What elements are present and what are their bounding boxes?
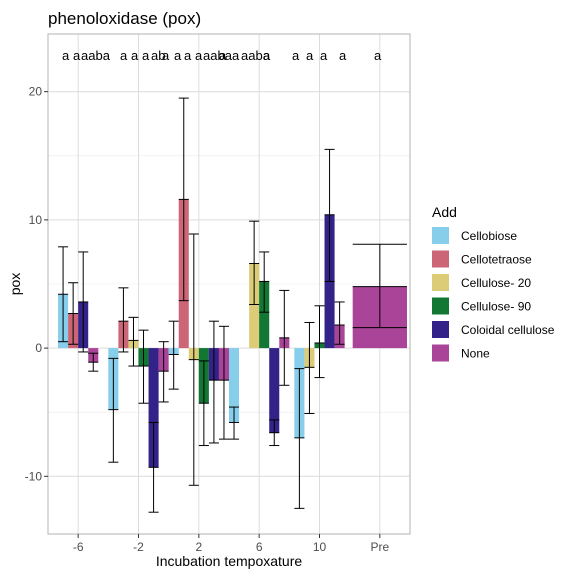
y-tick-label: 20 bbox=[29, 85, 43, 99]
legend-label: Cellotetraose bbox=[461, 253, 532, 267]
bar-cellulose-90-6 bbox=[259, 281, 270, 349]
legend-swatch bbox=[432, 250, 449, 268]
significance-letter: a bbox=[184, 48, 192, 63]
significance-letter: a bbox=[174, 48, 182, 63]
significance-letter: a bbox=[62, 48, 70, 63]
legend-label: Coloidal cellulose bbox=[461, 323, 555, 337]
significance-letter: a bbox=[339, 48, 347, 63]
bar-cellobiose-6 bbox=[229, 348, 240, 423]
y-tick-label: -10 bbox=[25, 469, 43, 483]
significance-letter: a bbox=[120, 48, 128, 63]
significance-letter: ab bbox=[151, 48, 165, 63]
significance-letter: a bbox=[131, 48, 139, 63]
legend-swatch bbox=[432, 297, 449, 315]
x-axis: -6 -2 2 6 10 Pre bbox=[73, 534, 389, 554]
bar-coloidal-cellulose-6 bbox=[269, 348, 280, 433]
chart-title: phenoloxidase (pox) bbox=[48, 9, 201, 28]
plot-panel bbox=[47, 33, 411, 535]
x-tick-label: 6 bbox=[256, 540, 263, 554]
significance-letter: a bbox=[142, 48, 150, 63]
error-bars bbox=[58, 97, 407, 513]
legend-swatch bbox=[432, 274, 449, 291]
significance-letter: a bbox=[374, 48, 382, 63]
significance-letter: aaba bbox=[203, 48, 233, 63]
legend-title: Add bbox=[432, 204, 457, 220]
bar-cellulose-20-6 bbox=[249, 263, 260, 349]
legend-swatch bbox=[432, 321, 449, 338]
significance-letter: a bbox=[232, 48, 240, 63]
legend-label: None bbox=[461, 347, 490, 361]
y-axis: -10 0 10 20 bbox=[25, 85, 48, 483]
legend-swatch bbox=[432, 344, 449, 362]
y-tick-label: 0 bbox=[35, 341, 42, 355]
x-tick-label: 2 bbox=[195, 540, 202, 554]
significance-letter: a bbox=[292, 48, 300, 63]
legend-swatch bbox=[432, 227, 449, 244]
y-tick-label: 10 bbox=[29, 213, 43, 227]
x-tick-label: -6 bbox=[73, 540, 84, 554]
x-tick-label: -2 bbox=[133, 540, 144, 554]
legend-label: Cellulose- 20 bbox=[461, 276, 531, 290]
x-tick-label: 10 bbox=[313, 540, 327, 554]
significance-letter: aaba bbox=[241, 48, 271, 63]
significance-letter: a bbox=[162, 48, 170, 63]
legend: Add Cellobiose Cellotetraose Cellulose- 20… bbox=[432, 204, 555, 362]
legend-label: Cellobiose bbox=[461, 229, 517, 243]
significance-letter: a bbox=[306, 48, 314, 63]
legend-label: Cellulose- 90 bbox=[461, 300, 531, 314]
x-tick-label: Pre bbox=[370, 540, 389, 554]
x-axis-title: Incubation tempoxature bbox=[156, 553, 303, 569]
significance-letter: a bbox=[73, 48, 81, 63]
panel-border bbox=[47, 33, 411, 535]
significance-letter: aaba bbox=[81, 48, 111, 63]
significance-letter: a bbox=[263, 48, 271, 63]
significance-letter: a bbox=[195, 48, 203, 63]
bar-coloidal-cellulose--2 bbox=[148, 348, 159, 468]
y-axis-title: pox bbox=[7, 273, 23, 296]
significance-letter: a bbox=[320, 48, 328, 63]
significance-letter: a bbox=[219, 48, 227, 63]
